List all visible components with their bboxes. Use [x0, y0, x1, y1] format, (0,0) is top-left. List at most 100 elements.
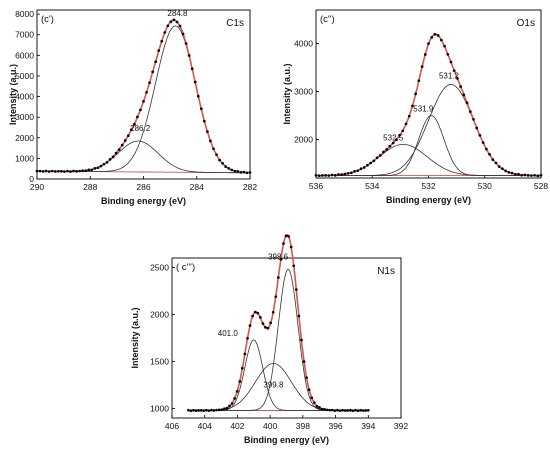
y-tick-label: 2000 [150, 309, 169, 319]
panel-element-label: C1s [226, 18, 244, 29]
data-point [196, 94, 200, 98]
data-point [84, 169, 88, 173]
peak-label: 531.2 [439, 71, 460, 80]
y-tick-label: 6000 [15, 50, 34, 60]
data-point [163, 31, 167, 34]
data-point [209, 139, 212, 143]
x-tick-label: 290 [30, 182, 44, 192]
data-point [66, 169, 69, 173]
data-point [427, 42, 430, 45]
data-point [501, 167, 504, 171]
data-point [504, 169, 507, 173]
envelope-fit [37, 19, 251, 174]
data-point [325, 408, 329, 412]
data-point [287, 234, 290, 238]
x-tick-label: 282 [243, 182, 257, 192]
data-point [297, 314, 301, 318]
data-point [526, 174, 530, 177]
y-tick-label: 7000 [15, 30, 34, 40]
data-point [239, 171, 243, 174]
data-point [206, 130, 209, 133]
data-point [236, 170, 240, 173]
data-point [341, 408, 344, 412]
data-point [87, 168, 91, 172]
data-point [187, 408, 190, 412]
x-tick-label: 530 [478, 181, 492, 191]
data-point [251, 314, 254, 318]
data-point [359, 167, 363, 171]
data-point [47, 170, 51, 173]
data-point [207, 409, 211, 413]
data-point [385, 148, 389, 151]
data-point [443, 44, 446, 48]
component-peak [316, 115, 541, 176]
data-point [136, 115, 139, 119]
data-point [114, 151, 118, 155]
data-point [145, 90, 148, 94]
data-point [481, 141, 485, 144]
data-point [485, 147, 488, 151]
data-point [449, 60, 453, 64]
data-point [414, 92, 417, 96]
panel-c1s: 290 288 286 284 282 0 1000 2000 3000 4000 5000 6000… [8, 9, 257, 206]
data-point [340, 173, 344, 176]
data-point [330, 408, 334, 412]
data-point [282, 242, 285, 245]
data-point [536, 174, 540, 178]
data-point [189, 409, 193, 413]
data-point [35, 169, 39, 173]
data-point [197, 409, 200, 412]
data-point [243, 352, 247, 356]
x-tick-label: 284 [190, 182, 204, 192]
plot-frame [171, 257, 402, 419]
data-point [90, 168, 94, 172]
data-point [126, 134, 130, 138]
x-tick-label: 404 [198, 421, 212, 431]
data-point [343, 172, 347, 176]
data-point [312, 401, 316, 405]
data-point [221, 161, 224, 165]
data-point [314, 173, 318, 177]
data-point [472, 117, 475, 121]
data-point [256, 311, 260, 315]
data-point [330, 173, 334, 177]
data-point [411, 104, 414, 108]
data-point [513, 172, 517, 176]
data-point [323, 407, 326, 411]
y-tick-label: 3000 [294, 87, 313, 97]
data-point [111, 155, 115, 159]
peak-label: 284.8 [167, 9, 188, 18]
data-point [261, 322, 265, 325]
data-point [227, 166, 231, 170]
data-point [53, 170, 57, 173]
data-point [148, 81, 151, 85]
data-point [44, 169, 48, 173]
component-peak [188, 339, 369, 411]
data-point [488, 152, 491, 156]
data-point [78, 169, 81, 173]
x-tick-label: 398 [296, 421, 310, 431]
data-point [533, 173, 536, 177]
peak-label: 399.8 [263, 380, 284, 389]
data-point [510, 171, 514, 175]
data-point [388, 144, 392, 148]
plot-frame [315, 9, 542, 179]
data-point [462, 93, 466, 97]
data-point [440, 38, 443, 42]
data-point [230, 168, 234, 172]
x-axis-label: Binding energy (eV) [386, 195, 471, 205]
panel-element-label: O1s [517, 18, 535, 29]
data-point [336, 408, 339, 412]
data-point [224, 165, 228, 169]
peak-label: 401.0 [218, 329, 239, 338]
data-point [356, 169, 360, 173]
data-point [245, 171, 249, 175]
data-point [321, 174, 324, 177]
panel-tag: ( c''') [176, 262, 195, 273]
data-point [81, 169, 84, 173]
data-point [398, 133, 401, 137]
data-point [172, 18, 176, 22]
data-point [507, 171, 511, 174]
data-point [228, 404, 231, 408]
data-point [351, 409, 355, 413]
